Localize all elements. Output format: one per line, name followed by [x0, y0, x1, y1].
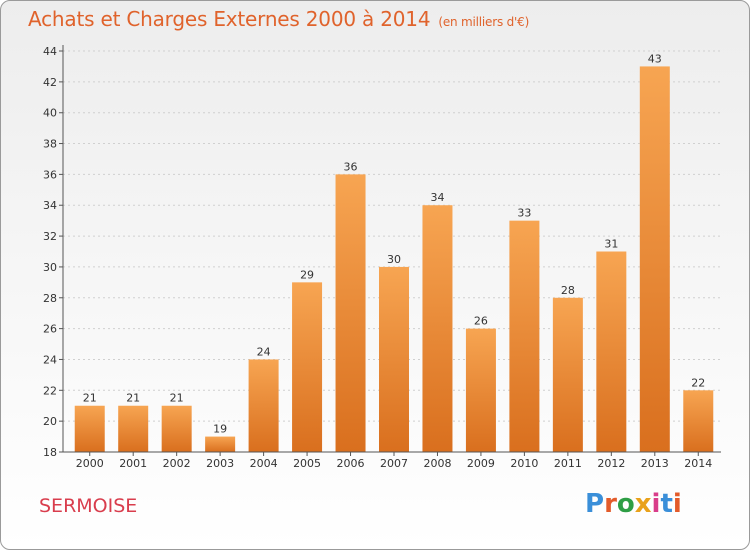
bar	[118, 405, 149, 452]
x-tick-label: 2014	[684, 457, 712, 470]
y-tick-label: 22	[43, 384, 57, 397]
y-tick-label: 26	[43, 323, 57, 336]
bar	[248, 359, 279, 452]
axis-layer: 18 20 22 24 26 28 30 32 34 36 38 40 42 44 2000 2001 2002…	[43, 45, 721, 470]
city-name: SERMOISE	[39, 495, 138, 517]
bar-layer: 21 21 21 19 24 29 36 30 34 26 33 28 31 43 22	[74, 52, 714, 452]
logo-letter: x	[634, 489, 652, 519]
bar-value-label: 19	[213, 423, 227, 436]
bar	[205, 436, 236, 452]
y-tick-label: 18	[43, 446, 57, 459]
bar-value-label: 33	[517, 207, 531, 220]
bar	[683, 390, 714, 452]
bar-value-label: 36	[344, 160, 358, 173]
logo-letter: P	[585, 489, 605, 519]
y-tick-label: 38	[43, 138, 57, 151]
bar-value-label: 34	[430, 191, 444, 204]
y-tick-label: 28	[43, 292, 57, 305]
bar-value-label: 29	[300, 268, 314, 281]
bar	[509, 220, 540, 452]
bar	[639, 66, 670, 452]
x-tick-label: 2013	[641, 457, 669, 470]
bar	[422, 205, 453, 452]
chart-title-text: Achats et Charges Externes 2000 à 2014	[28, 7, 431, 31]
bar-value-label: 21	[170, 392, 184, 405]
x-tick-label: 2008	[423, 457, 451, 470]
y-tick-label: 24	[43, 353, 57, 366]
bar	[465, 328, 496, 452]
bar	[161, 405, 192, 452]
x-tick-label: 2002	[163, 457, 191, 470]
x-tick-label: 2010	[510, 457, 538, 470]
x-tick-label: 2012	[597, 457, 625, 470]
bar-value-label: 22	[691, 376, 705, 389]
y-tick-label: 30	[43, 261, 57, 274]
y-tick-label: 34	[43, 199, 57, 212]
x-tick-label: 2007	[380, 457, 408, 470]
bar-value-label: 43	[648, 52, 662, 65]
x-tick-label: 2004	[250, 457, 278, 470]
bar	[292, 282, 323, 452]
logo-letter: i	[651, 489, 661, 519]
chart-unit: (en milliers d'€)	[438, 15, 530, 29]
bar	[74, 405, 105, 452]
logo-letter: o	[616, 489, 635, 519]
proxiti-logo[interactable]: Proxiti	[585, 489, 682, 519]
bar-value-label: 24	[257, 345, 271, 358]
bar	[596, 251, 627, 452]
logo-letter: i	[672, 489, 682, 519]
x-tick-label: 2009	[467, 457, 495, 470]
x-tick-label: 2000	[76, 457, 104, 470]
y-tick-label: 32	[43, 230, 57, 243]
bar	[552, 297, 583, 452]
bar-value-label: 31	[604, 238, 618, 251]
x-tick-label: 2006	[337, 457, 365, 470]
y-tick-label: 20	[43, 415, 57, 428]
y-tick-label: 40	[43, 107, 57, 120]
y-tick-label: 44	[43, 45, 57, 58]
bar-value-label: 30	[387, 253, 401, 266]
bar-value-label: 26	[474, 315, 488, 328]
bar	[379, 266, 409, 452]
y-tick-label: 42	[43, 76, 57, 89]
bar	[335, 174, 366, 452]
x-tick-label: 2011	[554, 457, 582, 470]
x-tick-label: 2005	[293, 457, 321, 470]
x-tick-label: 2003	[206, 457, 234, 470]
x-tick-label: 2001	[119, 457, 147, 470]
logo-letter: r	[604, 489, 617, 519]
bar-value-label: 28	[561, 284, 575, 297]
logo-letter: t	[660, 489, 673, 519]
bar-value-label: 21	[83, 392, 97, 405]
chart-title: Achats et Charges Externes 2000 à 2014 (e…	[28, 7, 529, 31]
y-tick-label: 36	[43, 168, 57, 181]
bar-value-label: 21	[126, 392, 140, 405]
